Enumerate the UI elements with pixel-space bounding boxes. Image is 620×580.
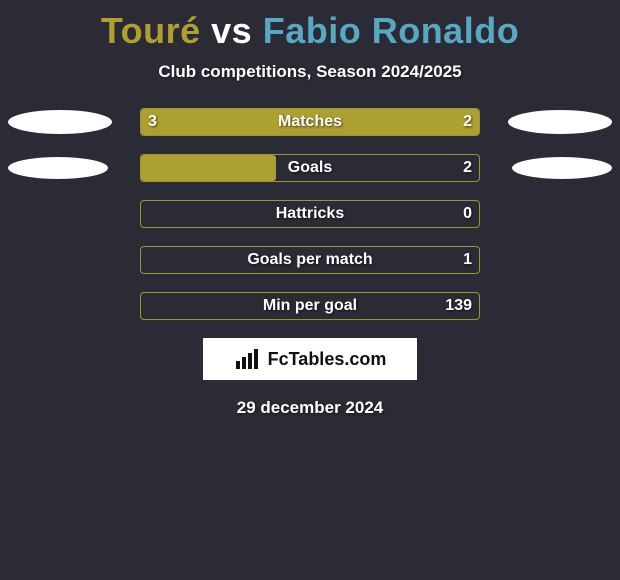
- bar-track: [140, 200, 480, 228]
- bars-icon: [234, 347, 262, 371]
- logo-text: FcTables.com: [268, 349, 387, 370]
- comparison-title: Touré vs Fabio Ronaldo: [0, 0, 620, 52]
- stat-row: Hattricks0: [0, 200, 620, 228]
- bar-fill-left: [141, 109, 479, 135]
- right-ellipse: [508, 110, 612, 134]
- stat-row: Matches32: [0, 108, 620, 136]
- date: 29 december 2024: [0, 398, 620, 418]
- stat-row: Min per goal139: [0, 292, 620, 320]
- stat-row: Goals2: [0, 154, 620, 182]
- right-ellipse: [512, 157, 612, 179]
- player1-name: Touré: [101, 10, 201, 51]
- bar-track: [140, 246, 480, 274]
- left-ellipse: [8, 157, 108, 179]
- left-ellipse: [8, 110, 112, 134]
- stat-row: Goals per match1: [0, 246, 620, 274]
- vs-text: vs: [201, 10, 263, 51]
- stats-container: Matches32 Goals2 Hattricks0 Goals per match…: [0, 108, 620, 320]
- bar-track: [140, 292, 480, 320]
- subtitle: Club competitions, Season 2024/2025: [0, 62, 620, 82]
- bar-track: [140, 108, 480, 136]
- bar-fill-left: [141, 155, 276, 181]
- player2-name: Fabio Ronaldo: [263, 10, 519, 51]
- bar-track: [140, 154, 480, 182]
- logo-box: FcTables.com: [203, 338, 417, 380]
